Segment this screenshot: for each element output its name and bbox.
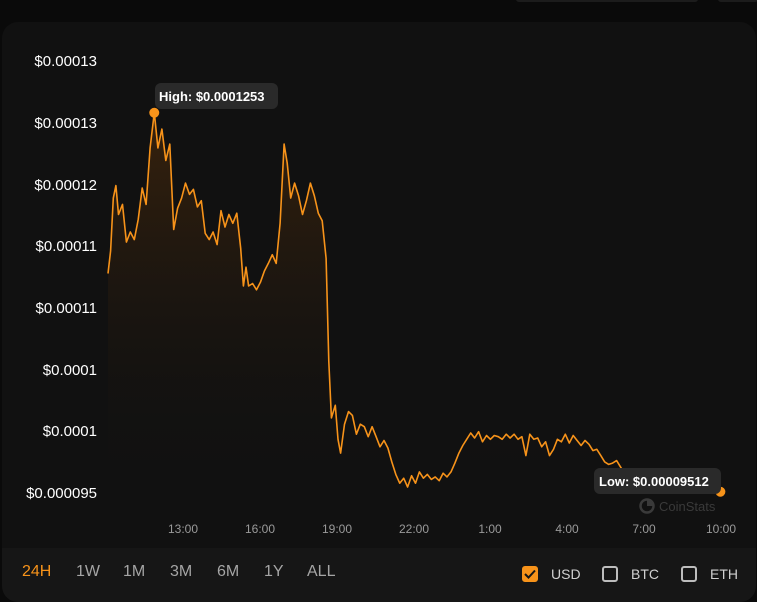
range-tab-1y[interactable]: 1Y <box>264 563 284 580</box>
x-tick-label: 10:00 <box>706 522 736 536</box>
price-line <box>107 111 629 488</box>
high-point-marker[interactable] <box>149 107 160 118</box>
x-tick-label: 1:00 <box>478 522 502 536</box>
range-tab-1m[interactable]: 1M <box>123 563 146 580</box>
y-tick-label: $0.000095 <box>26 485 97 502</box>
checkbox-checked-icon[interactable] <box>522 566 538 582</box>
high-tooltip <box>155 83 278 109</box>
currency-label: BTC <box>631 566 659 582</box>
price-chart-card: $0.00013 $0.00013 $0.00012 $0.00011 $0.00011… <box>2 22 756 602</box>
range-tab-6m[interactable]: 6M <box>217 563 240 580</box>
low-label: Low: $0.00009512 <box>599 474 709 489</box>
price-area <box>108 112 629 492</box>
y-tick-label: $0.00011 <box>36 238 97 255</box>
x-tick-label: 22:00 <box>399 522 429 536</box>
currency-label: ETH <box>710 566 738 582</box>
y-tick-label: $0.0001 <box>43 362 97 379</box>
y-tick-label: $0.00013 <box>34 53 97 70</box>
price-chart: $0.00013$0.00013$0.00012$0.00011$0.00011… <box>26 53 736 536</box>
y-tick-label: $0.00013 <box>34 115 97 132</box>
checkbox-icon[interactable] <box>602 566 618 582</box>
top-control-left[interactable] <box>516 0 698 2</box>
x-tick-label: 16:00 <box>245 522 275 536</box>
watermark-text: CoinStats <box>659 499 716 514</box>
currency-usd[interactable]: USD <box>522 565 581 583</box>
checkbox-icon[interactable] <box>681 566 697 582</box>
y-tick-label: $0.00012 <box>34 177 97 194</box>
x-tick-label: 4:00 <box>555 522 579 536</box>
x-tick-label: 13:00 <box>168 522 198 536</box>
currency-label: USD <box>551 566 581 582</box>
range-tab-all[interactable]: ALL <box>307 563 336 580</box>
x-tick-label: 7:00 <box>632 522 656 536</box>
chart-controls: 24H 1W 1M 3M 6M 1Y ALL USD BTC ETH <box>2 548 756 602</box>
high-label: High: $0.0001253 <box>159 89 265 104</box>
range-tab-24h[interactable]: 24H <box>22 563 52 580</box>
currency-eth[interactable]: ETH <box>681 565 738 583</box>
y-tick-label: $0.0001 <box>43 423 97 440</box>
x-tick-label: 19:00 <box>322 522 352 536</box>
coinstats-logo-wedge <box>647 499 654 506</box>
top-control-right[interactable] <box>718 0 757 2</box>
range-tab-1w[interactable]: 1W <box>76 563 100 580</box>
range-tab-3m[interactable]: 3M <box>170 563 193 580</box>
low-tooltip <box>594 468 721 494</box>
y-tick-label: $0.00011 <box>36 300 97 317</box>
currency-btc[interactable]: BTC <box>602 565 659 583</box>
